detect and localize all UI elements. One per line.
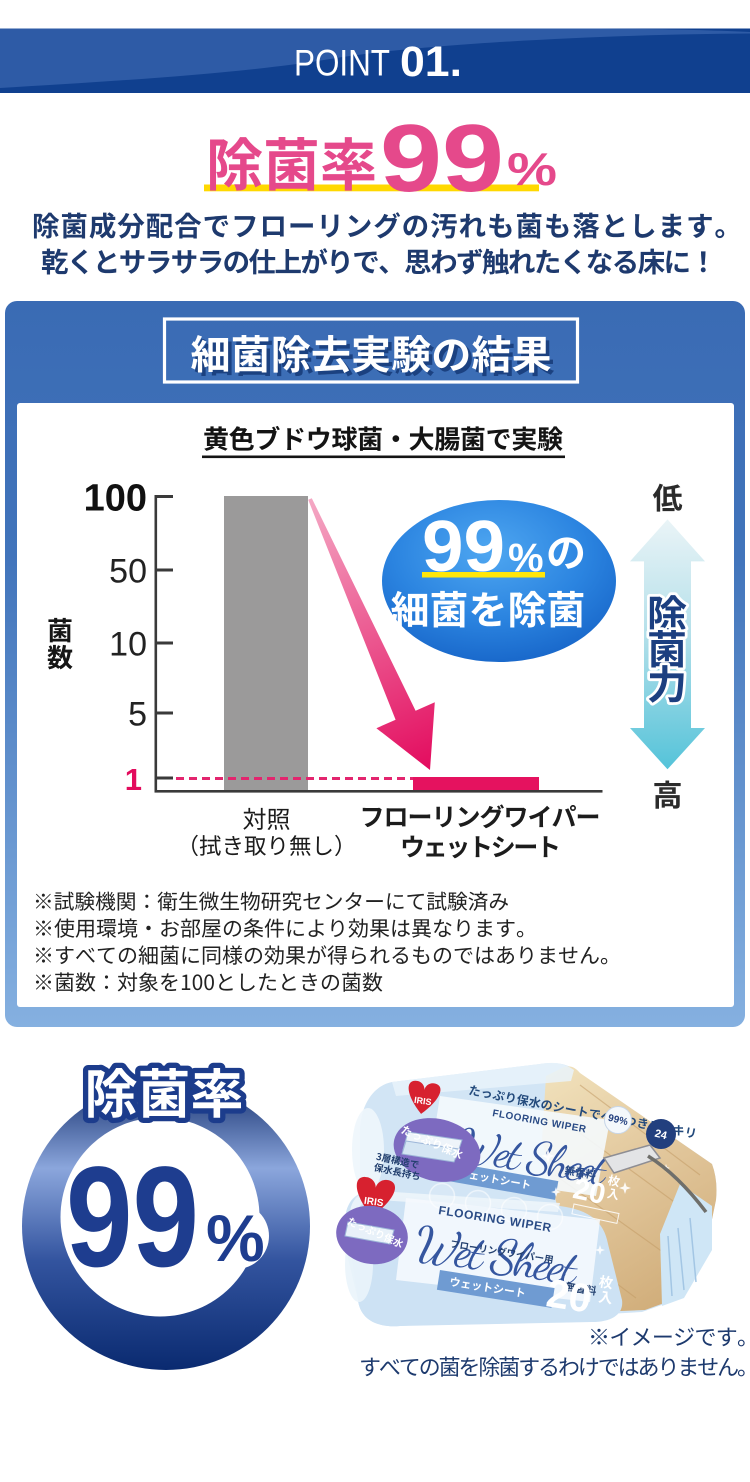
- svg-text:POINT: POINT: [294, 43, 390, 84]
- svg-text:10: 10: [109, 625, 147, 663]
- svg-text:%: %: [508, 536, 544, 580]
- svg-text:99%: 99%: [607, 1113, 629, 1129]
- svg-text:IRIS: IRIS: [413, 1095, 432, 1107]
- svg-text:01.: 01.: [400, 38, 462, 86]
- svg-text:24: 24: [653, 1128, 669, 1143]
- svg-text:100: 100: [84, 478, 147, 520]
- svg-text:50: 50: [109, 552, 147, 590]
- svg-text:%: %: [206, 1201, 265, 1275]
- svg-text:20: 20: [570, 1173, 608, 1211]
- svg-text:20: 20: [543, 1271, 594, 1321]
- svg-text:99: 99: [422, 507, 505, 587]
- svg-text:5: 5: [128, 695, 147, 733]
- svg-text:1: 1: [125, 762, 142, 797]
- svg-text:99: 99: [66, 1138, 199, 1297]
- svg-text:99: 99: [380, 105, 504, 212]
- svg-text:%: %: [507, 143, 557, 195]
